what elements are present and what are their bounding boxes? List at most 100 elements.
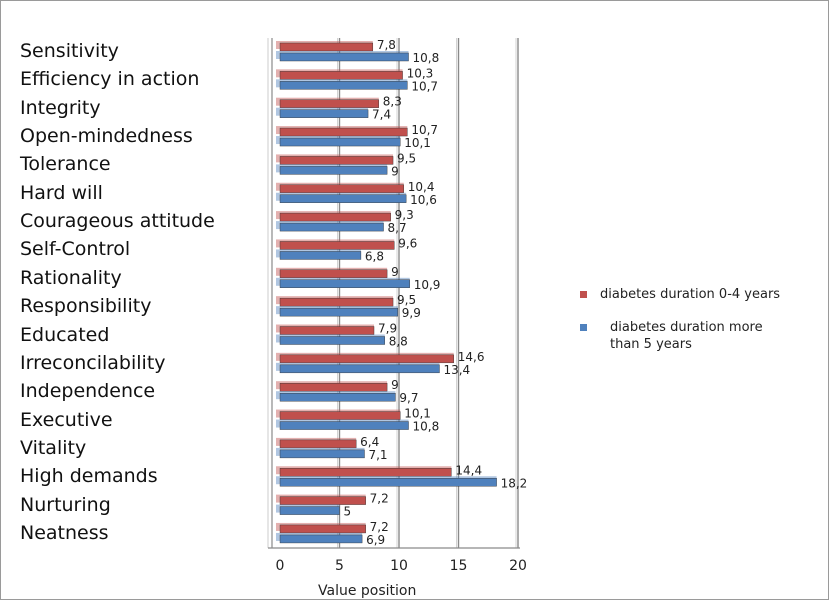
bar <box>279 411 401 420</box>
bar <box>279 99 379 108</box>
bar <box>279 279 410 288</box>
data-label: 7,9 <box>378 322 397 336</box>
data-label: 9,3 <box>395 208 414 222</box>
bar <box>279 354 454 364</box>
data-label: 9 <box>391 164 399 178</box>
bar <box>279 383 388 392</box>
data-label: 7,2 <box>370 492 389 506</box>
data-label: 9 <box>391 378 399 392</box>
data-label: 10,6 <box>410 193 437 207</box>
data-label: 10,7 <box>411 123 438 137</box>
category-label: Self-Control <box>20 238 131 261</box>
bar <box>279 506 340 515</box>
bar <box>279 534 363 544</box>
bar <box>279 421 409 430</box>
category-label: Executive <box>20 408 113 431</box>
bar <box>279 439 357 449</box>
x-tick-label: 0 <box>276 558 285 574</box>
bar <box>279 468 452 477</box>
data-label: 14,6 <box>458 350 485 364</box>
data-label: 9,6 <box>398 236 417 250</box>
data-label: 10,3 <box>407 66 434 80</box>
bar <box>279 478 497 487</box>
bar <box>279 52 409 62</box>
bar <box>279 326 375 335</box>
data-label: 10,9 <box>414 278 441 292</box>
bar <box>279 336 385 345</box>
category-label: Irreconcilability <box>20 351 166 374</box>
bar <box>279 524 366 534</box>
category-label: Neatness <box>20 521 109 544</box>
data-label: 10,7 <box>411 79 438 93</box>
data-label: 6,9 <box>366 533 385 547</box>
data-label: 9,7 <box>399 391 418 405</box>
category-label: High demands <box>20 465 158 488</box>
bar <box>279 393 396 402</box>
bar <box>279 156 394 165</box>
data-label: 8,7 <box>388 221 407 235</box>
data-label: 9,5 <box>397 293 416 307</box>
bar <box>279 109 369 118</box>
bar <box>279 42 374 52</box>
category-label: Efficiency in action <box>20 68 200 91</box>
category-label: Courageous attitude <box>20 210 215 233</box>
data-label: 10,8 <box>413 51 440 65</box>
data-label: 7,8 <box>377 38 396 52</box>
data-label: 10,1 <box>404 407 431 421</box>
data-label: 7,1 <box>368 448 387 462</box>
x-tick-label: 10 <box>390 558 408 574</box>
data-label: 13,4 <box>443 363 470 377</box>
category-label: Independence <box>20 380 156 403</box>
category-label: Rationality <box>20 266 122 289</box>
bar <box>279 307 399 317</box>
legend-label-series-2-line2: than 5 years <box>610 337 692 352</box>
bar <box>279 449 365 459</box>
data-label: 6,4 <box>360 435 379 449</box>
data-label: 9,5 <box>397 151 416 165</box>
x-tick-label: 15 <box>450 558 468 574</box>
category-label: Educated <box>20 323 110 346</box>
data-label: 5 <box>344 505 352 519</box>
bar <box>279 241 395 250</box>
x-tick-label: 5 <box>335 558 344 574</box>
category-label: Hard will <box>20 181 103 204</box>
bar <box>279 222 384 232</box>
bar <box>279 184 404 193</box>
bar <box>279 496 366 505</box>
data-label: 9,9 <box>402 306 421 320</box>
category-label: Open-mindedness <box>20 125 193 148</box>
data-label: 14,4 <box>455 463 482 477</box>
x-tick-label: 20 <box>509 558 527 574</box>
data-label: 8,8 <box>389 335 408 349</box>
data-label: 10,4 <box>408 180 435 194</box>
bar <box>279 251 362 260</box>
bar <box>279 364 440 374</box>
category-label: Nurturing <box>20 493 111 516</box>
bar <box>279 297 394 307</box>
bar <box>279 81 408 90</box>
data-label: 10,8 <box>413 420 440 434</box>
legend-swatch-red <box>580 291 587 298</box>
bar <box>279 137 401 147</box>
category-label: Vitality <box>20 436 87 459</box>
bar <box>279 194 407 203</box>
bar <box>279 269 388 278</box>
category-label: Sensitivity <box>20 40 119 62</box>
legend-label-series-1: diabetes duration 0-4 years <box>600 287 781 302</box>
bar <box>279 166 388 175</box>
category-label: Responsibility <box>20 295 152 318</box>
bar <box>279 127 408 137</box>
bar <box>279 212 391 222</box>
data-label: 18,2 <box>501 476 528 490</box>
x-axis-label: Value position <box>318 583 417 599</box>
data-label: 9 <box>391 265 399 279</box>
legend-label-series-2-line1: diabetes duration more <box>610 320 763 335</box>
legend-swatch-blue <box>580 324 587 331</box>
data-label: 7,2 <box>370 520 389 534</box>
category-label: Tolerance <box>20 153 111 176</box>
data-label: 7,4 <box>372 108 391 122</box>
data-label: 8,3 <box>383 95 402 109</box>
data-label: 6,8 <box>365 249 384 263</box>
